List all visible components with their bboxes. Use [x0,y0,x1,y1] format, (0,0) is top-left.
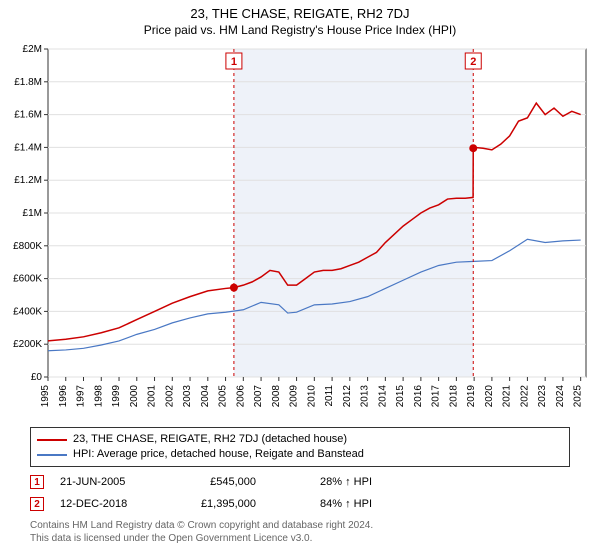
svg-text:2000: 2000 [129,385,140,408]
sale-marker-1: 1 [30,475,44,489]
svg-text:1998: 1998 [93,385,104,408]
legend-label-property: 23, THE CHASE, REIGATE, RH2 7DJ (detache… [73,432,347,447]
legend-row-hpi: HPI: Average price, detached house, Reig… [37,447,563,462]
legend-swatch-property [37,439,67,441]
svg-text:2019: 2019 [466,385,477,408]
svg-text:2012: 2012 [342,385,353,408]
svg-text:2013: 2013 [360,385,371,408]
svg-text:2002: 2002 [164,385,175,408]
svg-text:2006: 2006 [235,385,246,408]
svg-text:2017: 2017 [431,385,442,408]
svg-text:1997: 1997 [76,385,87,408]
svg-text:2021: 2021 [502,385,513,408]
sales-table: 1 21-JUN-2005 £545,000 28% ↑ HPI 2 12-DE… [30,471,570,515]
legend-label-hpi: HPI: Average price, detached house, Reig… [73,447,364,462]
svg-text:£1.2M: £1.2M [14,175,42,186]
svg-text:£2M: £2M [23,44,42,55]
svg-text:£600K: £600K [13,274,42,285]
svg-text:£200K: £200K [13,339,42,350]
svg-text:£400K: £400K [13,306,42,317]
footer: Contains HM Land Registry data © Crown c… [30,519,570,545]
svg-text:1999: 1999 [111,385,122,408]
footer-line-1: Contains HM Land Registry data © Crown c… [30,519,570,532]
svg-text:2007: 2007 [253,385,264,408]
svg-text:2018: 2018 [448,385,459,408]
svg-text:1995: 1995 [40,385,51,408]
chart-area: £0 £200K £400K £600K £800K £1M £1.2M £1.4M £1.6M… [0,41,600,421]
svg-text:2008: 2008 [271,385,282,408]
page-title: 23, THE CHASE, REIGATE, RH2 7DJ [0,0,600,21]
svg-text:2015: 2015 [395,385,406,408]
legend-row-property: 23, THE CHASE, REIGATE, RH2 7DJ (detache… [37,432,563,447]
svg-text:1996: 1996 [58,385,69,408]
sale-price-2: £1,395,000 [176,498,256,510]
svg-text:1: 1 [231,56,237,68]
line-chart: £0 £200K £400K £600K £800K £1M £1.2M £1.4M £1.6M… [0,41,600,421]
sale-row-2: 2 12-DEC-2018 £1,395,000 84% ↑ HPI [30,493,570,515]
legend-swatch-hpi [37,454,67,456]
svg-text:£1.6M: £1.6M [14,110,42,121]
svg-text:2009: 2009 [289,385,300,408]
svg-text:2023: 2023 [537,385,548,408]
sale-price-1: £545,000 [176,476,256,488]
svg-text:£800K: £800K [13,241,42,252]
sale-marker-2: 2 [30,497,44,511]
sale-pct-2: 84% ↑ HPI [272,498,372,510]
page-subtitle: Price paid vs. HM Land Registry's House … [0,21,600,41]
legend-box: 23, THE CHASE, REIGATE, RH2 7DJ (detache… [30,427,570,467]
svg-text:2001: 2001 [147,385,158,408]
svg-text:2011: 2011 [324,385,335,407]
svg-text:2014: 2014 [377,385,388,408]
svg-text:2: 2 [470,56,476,68]
svg-text:2010: 2010 [306,385,317,408]
svg-text:2022: 2022 [519,385,530,408]
svg-text:2025: 2025 [573,385,584,408]
sale-row-1: 1 21-JUN-2005 £545,000 28% ↑ HPI [30,471,570,493]
svg-text:2004: 2004 [200,385,211,408]
svg-text:£1.8M: £1.8M [14,77,42,88]
sale-date-2: 12-DEC-2018 [60,498,160,510]
svg-text:2020: 2020 [484,385,495,408]
sale-pct-1: 28% ↑ HPI [272,476,372,488]
svg-text:2003: 2003 [182,385,193,408]
svg-text:2024: 2024 [555,385,566,408]
svg-text:2005: 2005 [218,385,229,408]
svg-text:£0: £0 [31,372,43,383]
svg-text:£1M: £1M [23,208,42,219]
footer-line-2: This data is licensed under the Open Gov… [30,532,570,545]
sale-date-1: 21-JUN-2005 [60,476,160,488]
svg-text:£1.4M: £1.4M [14,142,42,153]
svg-text:2016: 2016 [413,385,424,408]
